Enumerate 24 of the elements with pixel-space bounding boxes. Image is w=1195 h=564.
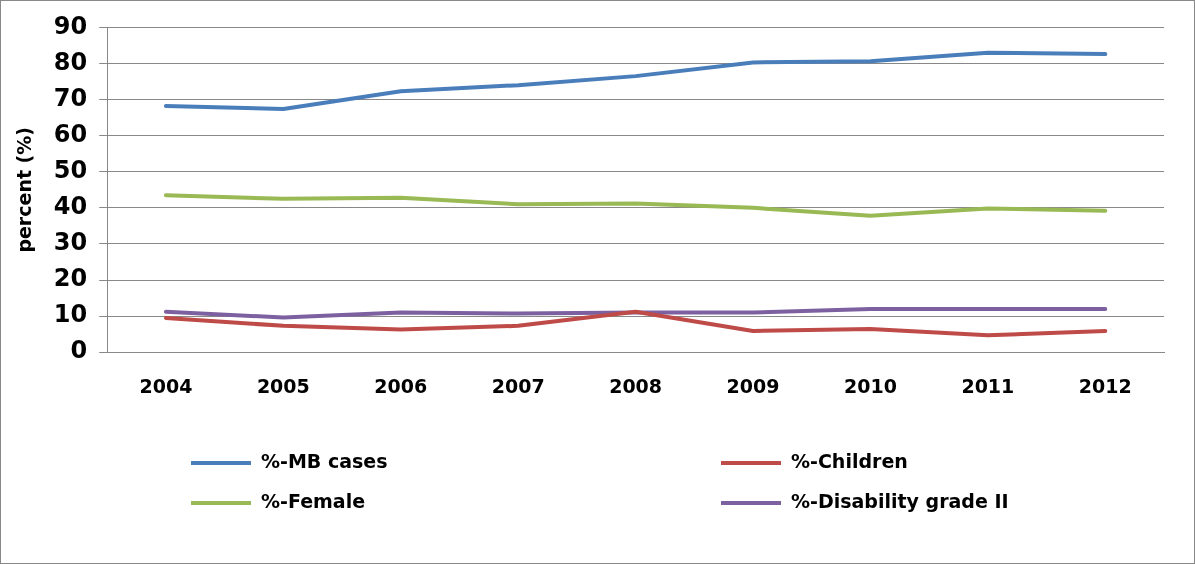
legend-label: %-MB cases — [261, 449, 388, 472]
x-tick-label: 2011 — [961, 374, 1015, 397]
x-tick-label: 2007 — [491, 374, 545, 397]
x-tick-label: 2010 — [844, 374, 897, 397]
y-tick-label: 50 — [53, 155, 88, 184]
x-tick-label: 2009 — [726, 374, 780, 397]
y-axis-title: percent (%) — [13, 126, 36, 253]
y-tick-label: 0 — [70, 336, 88, 365]
legend-label: %-Children — [791, 449, 908, 472]
x-tick-label: 2012 — [1078, 374, 1132, 397]
y-tick-label: 70 — [53, 83, 88, 112]
legend-label: %-Disability grade II — [791, 489, 1009, 512]
x-tick-label: 2004 — [139, 374, 193, 397]
legend-label: %-Female — [261, 489, 366, 512]
y-tick-label: 60 — [53, 119, 88, 148]
x-tick-label: 2008 — [609, 374, 663, 397]
y-tick-label: 30 — [53, 228, 88, 257]
y-tick-label: 90 — [53, 11, 88, 40]
y-tick-label: 20 — [53, 264, 88, 293]
x-tick-label: 2006 — [374, 374, 428, 397]
x-tick-label: 2005 — [256, 374, 310, 397]
y-tick-label: 80 — [53, 47, 88, 76]
y-tick-label: 10 — [53, 300, 88, 329]
y-tick-label: 40 — [53, 192, 88, 221]
